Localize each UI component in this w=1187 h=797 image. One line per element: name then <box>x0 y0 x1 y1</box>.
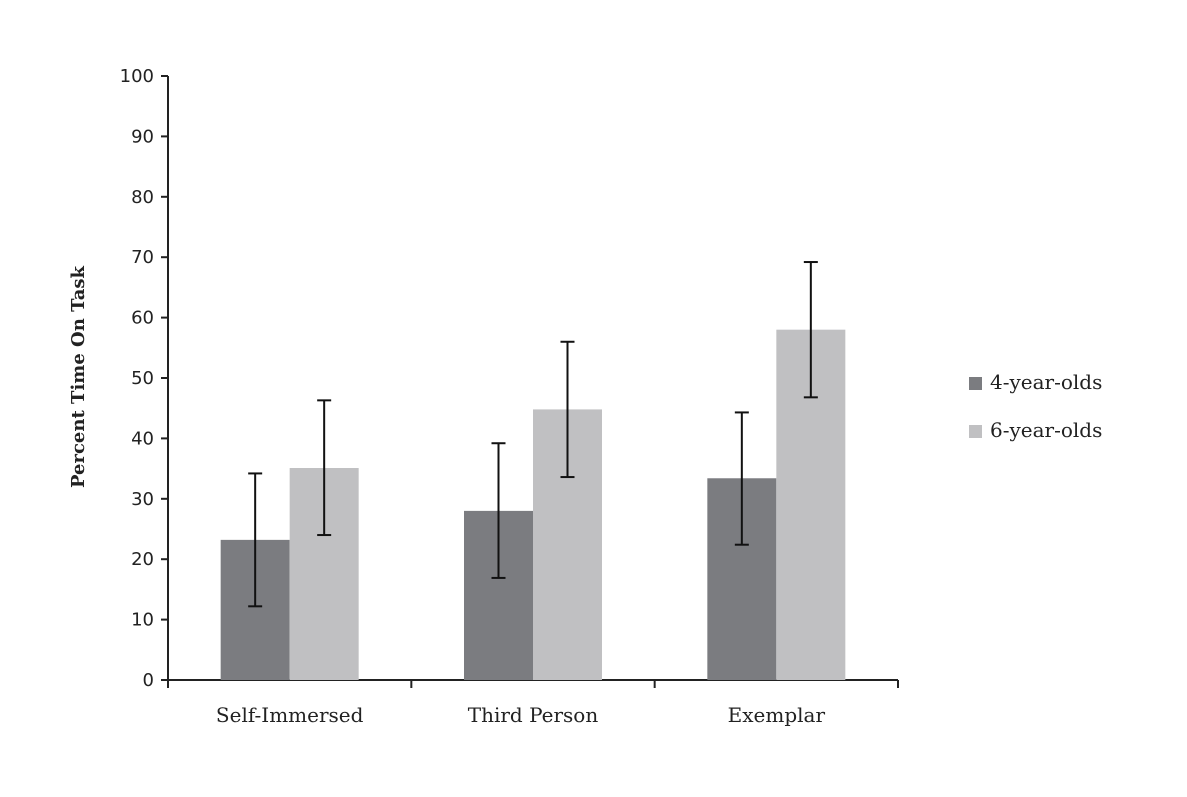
y-tick-label: 100 <box>120 66 154 87</box>
legend-label: 4-year-olds <box>990 370 1102 394</box>
y-axis-title: Percent Time On Task <box>68 265 89 488</box>
y-tick-label: 90 <box>131 126 154 147</box>
legend-label: 6-year-olds <box>990 418 1102 442</box>
legend-swatch <box>969 377 982 390</box>
x-category-label: Exemplar <box>728 703 826 727</box>
y-tick-label: 20 <box>131 549 154 570</box>
x-category-label: Self-Immersed <box>216 703 364 727</box>
y-axis: 0 10 20 30 40 50 60 70 80 90 100 <box>120 66 169 691</box>
x-axis: Self-Immersed Third Person Exemplar <box>167 679 899 727</box>
error-bars <box>248 261 818 608</box>
y-tick-label: 50 <box>131 368 154 389</box>
legend-swatch <box>969 425 982 438</box>
y-tick-label: 30 <box>131 489 154 510</box>
y-tick-label: 70 <box>131 247 154 268</box>
x-category-label: Third Person <box>468 703 599 727</box>
bars <box>220 329 846 680</box>
y-tick-label: 10 <box>131 610 154 631</box>
y-tick-label: 40 <box>131 428 154 449</box>
legend: 4-year-olds 6-year-olds <box>969 370 1102 442</box>
y-tick-label: 80 <box>131 187 154 208</box>
y-tick-label: 60 <box>131 308 154 329</box>
y-tick-label: 0 <box>143 670 154 691</box>
